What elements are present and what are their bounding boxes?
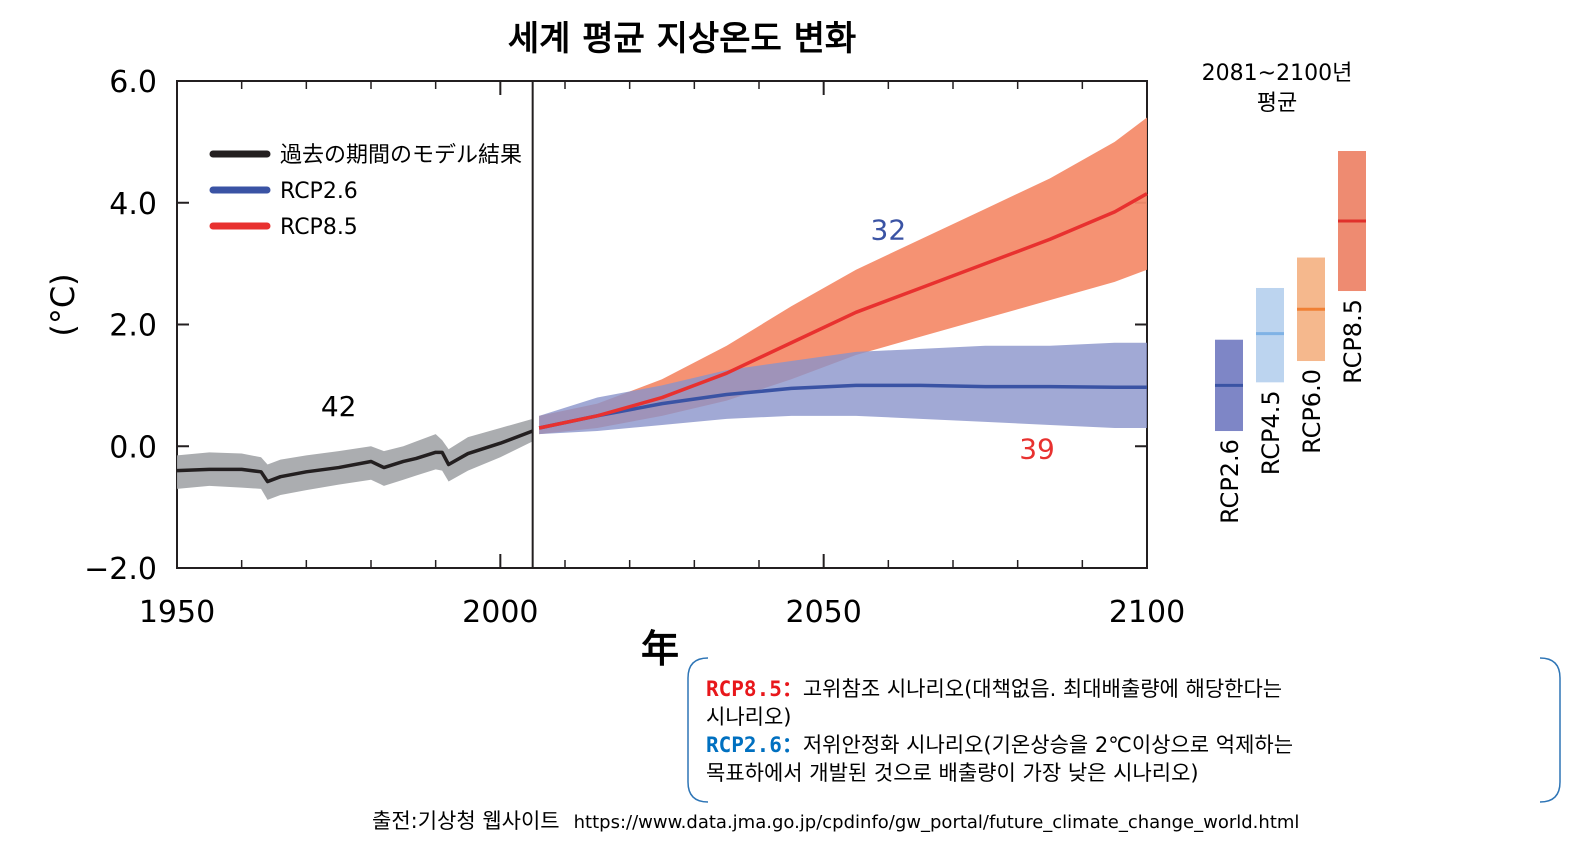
series-band (539, 117, 1147, 435)
legend-label: 過去の期間のモデル結果 (280, 143, 522, 168)
period-bar-label: RCP6.0 (1298, 369, 1326, 454)
source-url[interactable]: https://www.data.jma.go.jp/cpdinfo/gw_po… (573, 812, 1300, 833)
y-tick-label: 6.0 (109, 65, 157, 100)
series-band (539, 342, 1147, 435)
plot-area: −2.0 0.0 2.0 4.0 6.0 1950 2000 2050 2100 42 32 39 過去… (84, 65, 1185, 630)
rcp85-note-key: RCP8.5： (706, 677, 803, 701)
rcp85-note-text: 고위참조 시나리오(대책없음. 최대배출량에 해당한다는 (802, 677, 1283, 701)
model-count-label: 39 (1019, 432, 1055, 465)
legend-label: RCP8.5 (280, 215, 358, 240)
y-tick-label: 0.0 (109, 430, 157, 465)
notes-right-bracket (1539, 657, 1561, 803)
series-line (538, 192, 1148, 430)
rcp26-note-key: RCP2.6： (706, 733, 803, 757)
y-tick-label: 4.0 (109, 187, 157, 222)
rcp85-note: RCP8.5：고위참조 시나리오(대책없음. 최대배출량에 해당한다는 (706, 675, 1466, 703)
rcp26-note-continued: 목표하에서 개발된 것으로 배출량이 가장 낮은 시나리오) (706, 761, 1199, 785)
rcp26-note: RCP2.6：저위안정화 시나리오(기온상승을 2℃이상으로 억제하는 (706, 731, 1466, 759)
y-tick-label: −2.0 (84, 552, 157, 587)
model-count-label: 32 (871, 213, 907, 246)
chart-title: 세계 평균 지상온도 변화 (508, 19, 856, 59)
series-band (177, 418, 533, 500)
series-line (176, 429, 534, 484)
period-bar-label: RCP2.6 (1216, 439, 1244, 524)
legend-label: RCP2.6 (280, 179, 358, 204)
period-label-line2: 평균 (1257, 91, 1297, 116)
x-tick-label: 1950 (139, 595, 215, 630)
x-tick-label: 2050 (785, 595, 861, 630)
period-label-line1: 2081~2100년 (1202, 61, 1353, 86)
rcp-notes: RCP8.5：고위참조 시나리오(대책없음. 최대배출량에 해당한다는 시나리오… (706, 675, 1466, 787)
period-bar-label: RCP4.5 (1257, 390, 1285, 475)
y-axis-label: (°C) (44, 273, 82, 336)
rcp85-note-continued: 시나리오) (706, 705, 792, 729)
y-tick-label: 2.0 (109, 309, 157, 344)
series-line (538, 383, 1147, 430)
period-bar-label: RCP8.5 (1339, 299, 1367, 384)
x-axis-label: 年 (641, 627, 679, 671)
source-label: 출전:기상청 웹사이트 (372, 809, 560, 833)
rcp26-note-text: 저위안정화 시나리오(기온상승을 2℃이상으로 억제하는 (802, 733, 1294, 757)
notes-box-frame (687, 657, 1561, 803)
notes-left-bracket (687, 657, 709, 803)
period-average-panel: RCP2.6 RCP4.5 RCP6.0 RCP8.5 (1215, 151, 1367, 524)
x-tick-label: 2000 (462, 595, 538, 630)
period-bar (1256, 287, 1284, 383)
model-count-label: 42 (321, 390, 357, 423)
source-citation: 출전:기상청 웹사이트 https://www.data.jma.go.jp/cp… (372, 805, 1299, 835)
x-tick-label: 2100 (1109, 595, 1185, 630)
